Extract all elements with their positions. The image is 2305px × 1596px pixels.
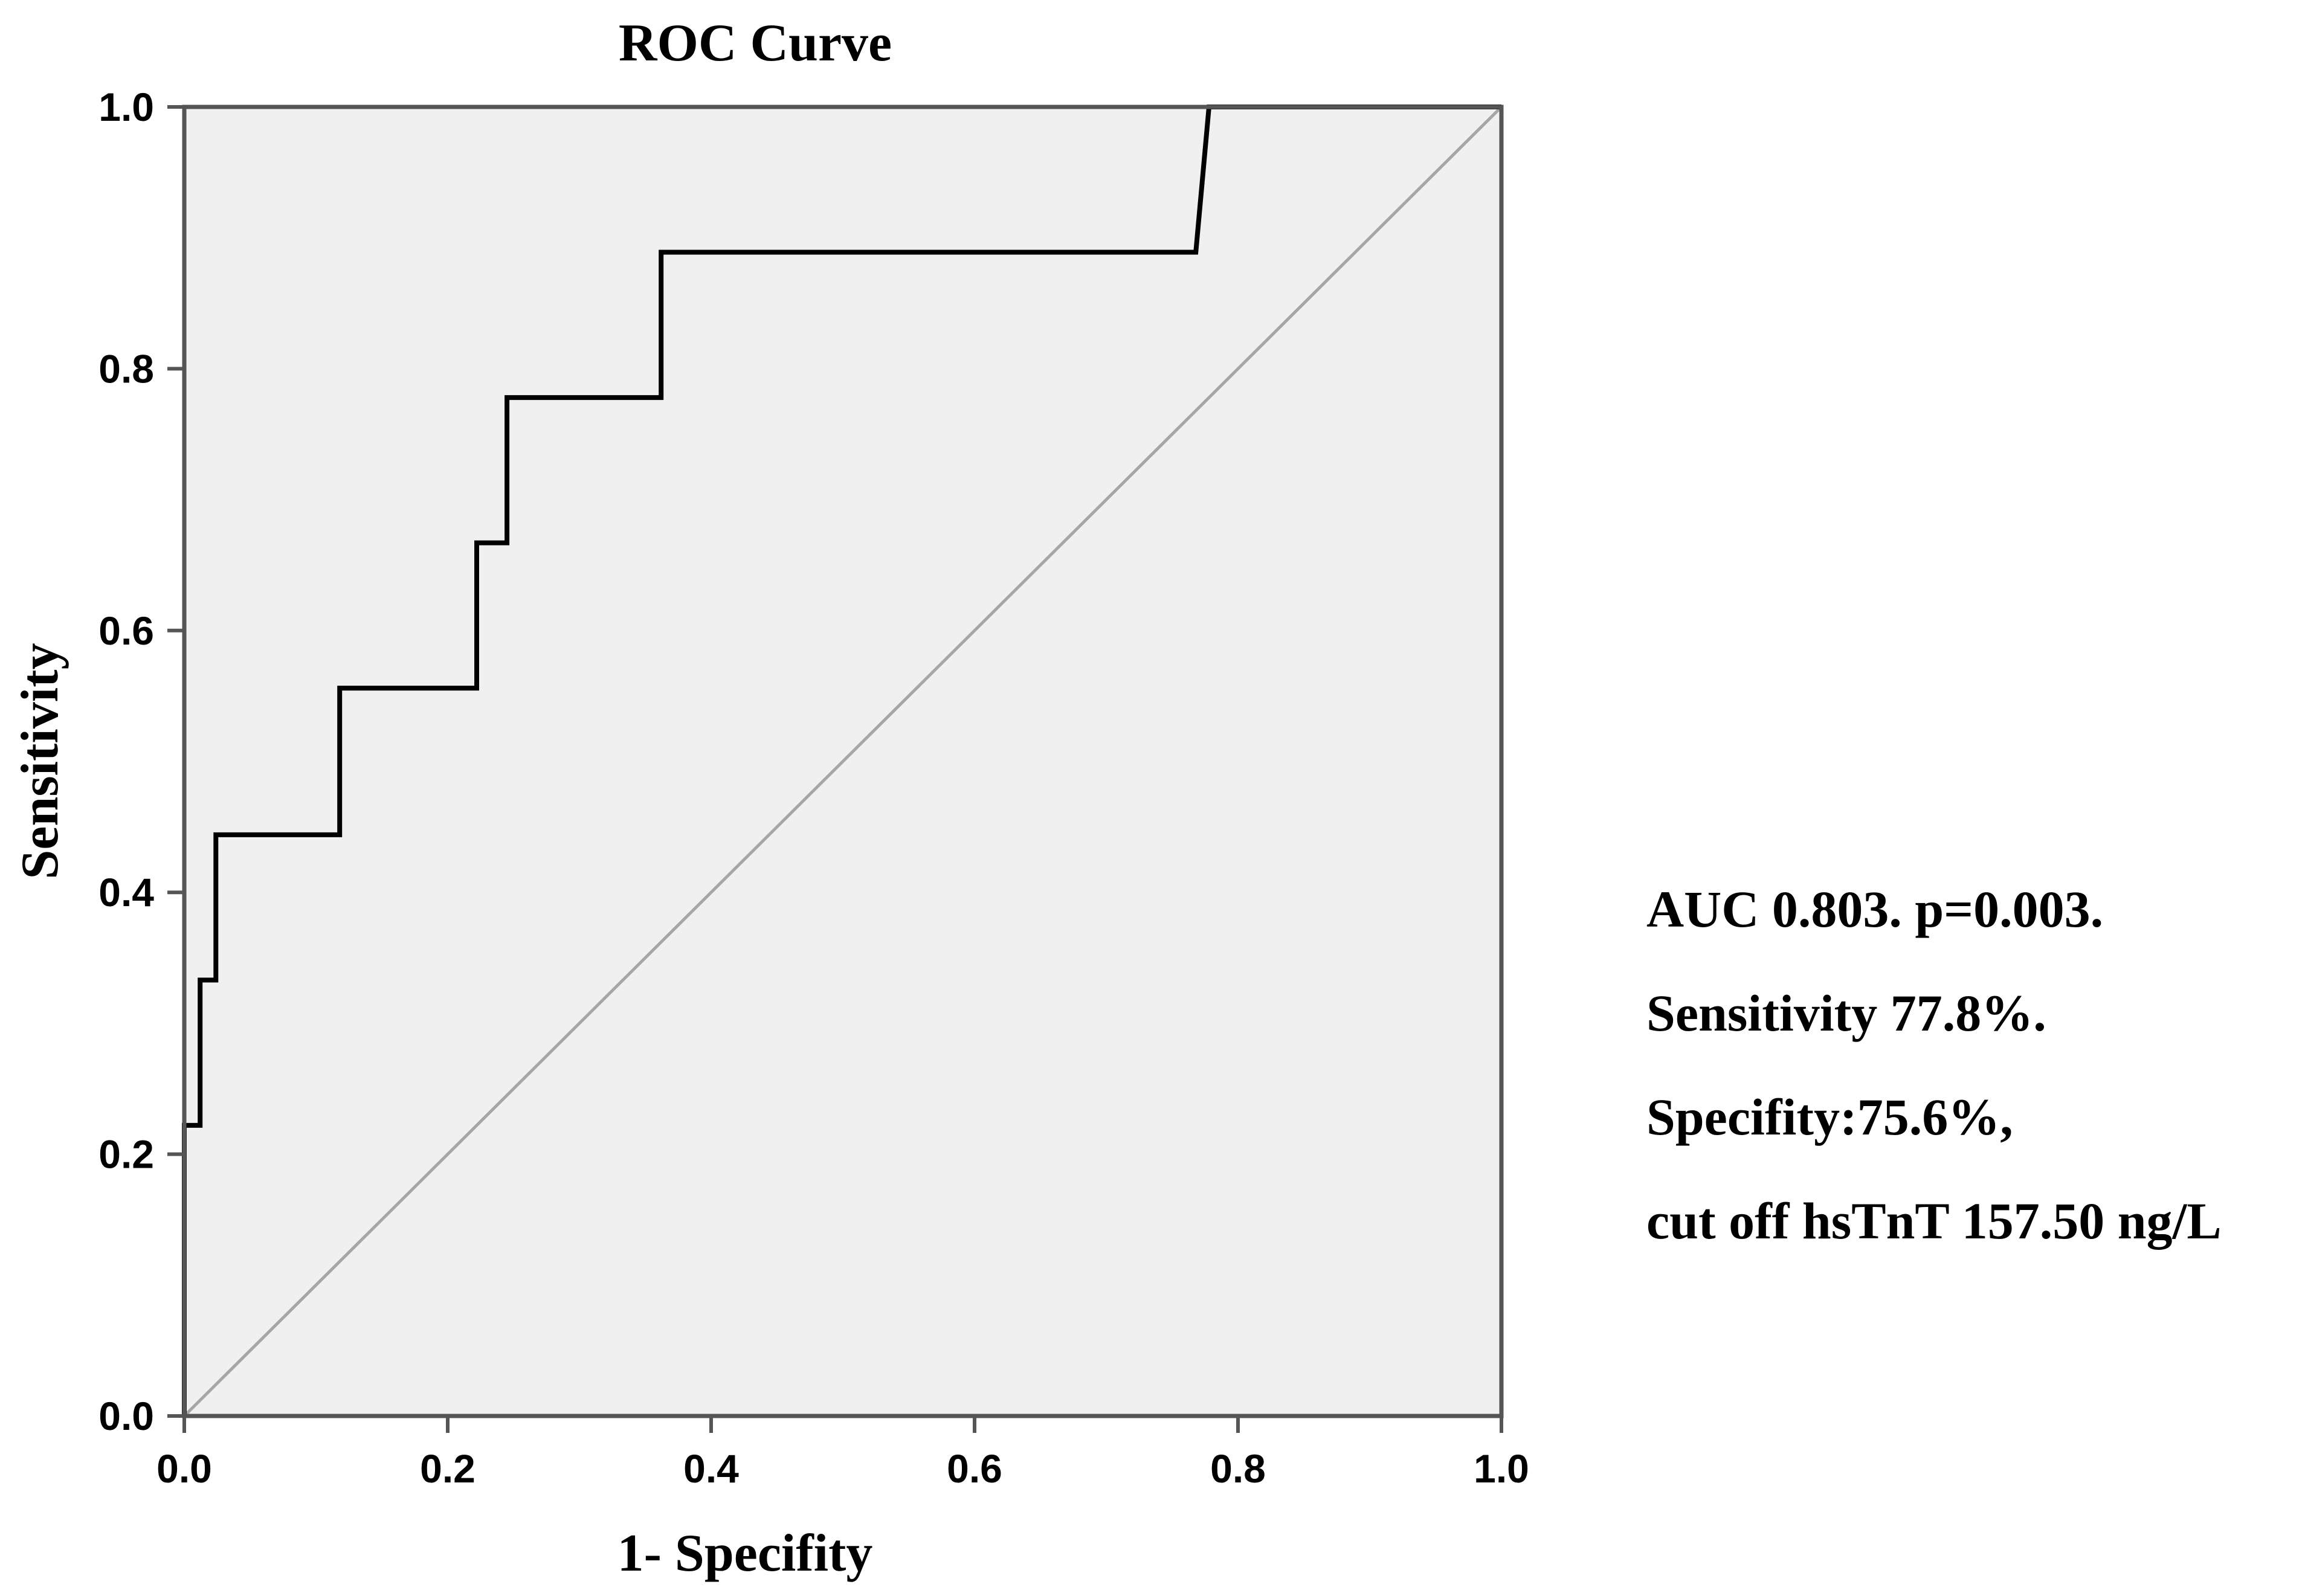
- chart-title: ROC Curve: [619, 14, 892, 72]
- plot-frame: [182, 105, 1504, 1418]
- x-axis-label: 1- Specifity: [617, 1524, 873, 1583]
- roc-curve-line: [182, 105, 1501, 1416]
- specificity-annotation: Specifity:75.6%,: [1646, 1088, 2013, 1146]
- y-tick-label: 1.0: [98, 85, 154, 129]
- x-tick-label: 0.0: [156, 1446, 212, 1491]
- y-tick-label: 0.6: [98, 608, 154, 653]
- y-tick-label: 0.2: [98, 1132, 154, 1177]
- reference-diagonal-line: [183, 106, 1503, 1417]
- x-tick-label: 0.8: [1210, 1446, 1266, 1491]
- x-tick-label: 0.2: [420, 1446, 476, 1491]
- y-tick-label: 0.0: [98, 1394, 154, 1438]
- roc-statistics-panel: AUC 0.803. p=0.003. Sensitivity 77.8%. S…: [1646, 879, 2305, 1295]
- auc-annotation: AUC 0.803. p=0.003.: [1646, 880, 2104, 938]
- y-tick-label: 0.8: [98, 346, 154, 391]
- x-tick-label: 1.0: [1474, 1446, 1529, 1491]
- x-tick-label: 0.4: [683, 1446, 739, 1491]
- y-tick-label: 0.4: [98, 870, 154, 915]
- sensitivity-annotation: Sensitivity 77.8%.: [1646, 984, 2046, 1042]
- x-tick-label: 0.6: [947, 1446, 1002, 1491]
- y-axis-label: Sensitivity: [11, 643, 69, 879]
- cutoff-annotation: cut off hsTnT 157.50 ng/L: [1646, 1192, 2222, 1250]
- y-axis-ticks: 0.0 0.2 0.4 0.6 0.8 1.0: [98, 85, 184, 1438]
- x-axis-ticks: 0.0 0.2 0.4 0.6 0.8 1.0: [156, 1416, 1529, 1491]
